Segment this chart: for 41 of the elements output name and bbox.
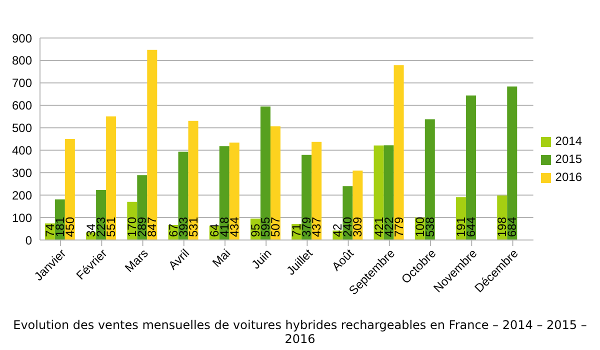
bar xyxy=(384,145,394,240)
bar xyxy=(394,65,404,240)
data-label: 847 xyxy=(145,216,160,237)
bar xyxy=(260,106,270,240)
y-tick-label: 300 xyxy=(12,166,32,180)
y-tick-label: 700 xyxy=(12,76,32,90)
data-label: 309 xyxy=(350,216,365,237)
y-tick-label: 400 xyxy=(12,143,32,158)
data-label: 437 xyxy=(310,216,324,237)
y-tick-label: 800 xyxy=(12,54,32,68)
x-tick-label: Juin xyxy=(248,246,274,272)
bar xyxy=(147,50,158,240)
y-tick-label: 200 xyxy=(12,188,32,202)
data-label: 684 xyxy=(505,216,520,237)
legend-label: 2015 xyxy=(555,152,582,166)
data-label: 67 xyxy=(166,223,180,237)
y-tick-label: 900 xyxy=(12,31,32,46)
bar xyxy=(424,119,435,240)
legend-label: 2016 xyxy=(555,170,582,184)
y-tick-label: 100 xyxy=(12,210,32,225)
bar xyxy=(229,142,240,240)
bar xyxy=(312,142,322,240)
bar xyxy=(507,86,518,240)
data-label: 100 xyxy=(412,216,427,237)
text: Evolution des ventes mensuelles de voitures hybrides rechargeables en France – 2014 – 2015 – 2016 xyxy=(12,318,588,346)
data-label: 551 xyxy=(104,216,118,237)
y-tick-label: 0 xyxy=(25,233,32,248)
y-tick-label: 500 xyxy=(12,121,32,136)
x-tick-label: Mai xyxy=(210,246,234,270)
data-label: 74 xyxy=(42,223,57,237)
bar xyxy=(106,116,116,240)
data-label: 644 xyxy=(464,216,478,237)
bar xyxy=(188,120,198,240)
data-label: 64 xyxy=(207,223,222,237)
bar xyxy=(219,146,230,240)
bar xyxy=(374,146,384,240)
y-tick-label: 600 xyxy=(12,98,32,113)
bar xyxy=(64,139,75,240)
bar xyxy=(466,95,476,240)
legend-label: 2014 xyxy=(555,134,582,148)
bar xyxy=(270,126,280,240)
